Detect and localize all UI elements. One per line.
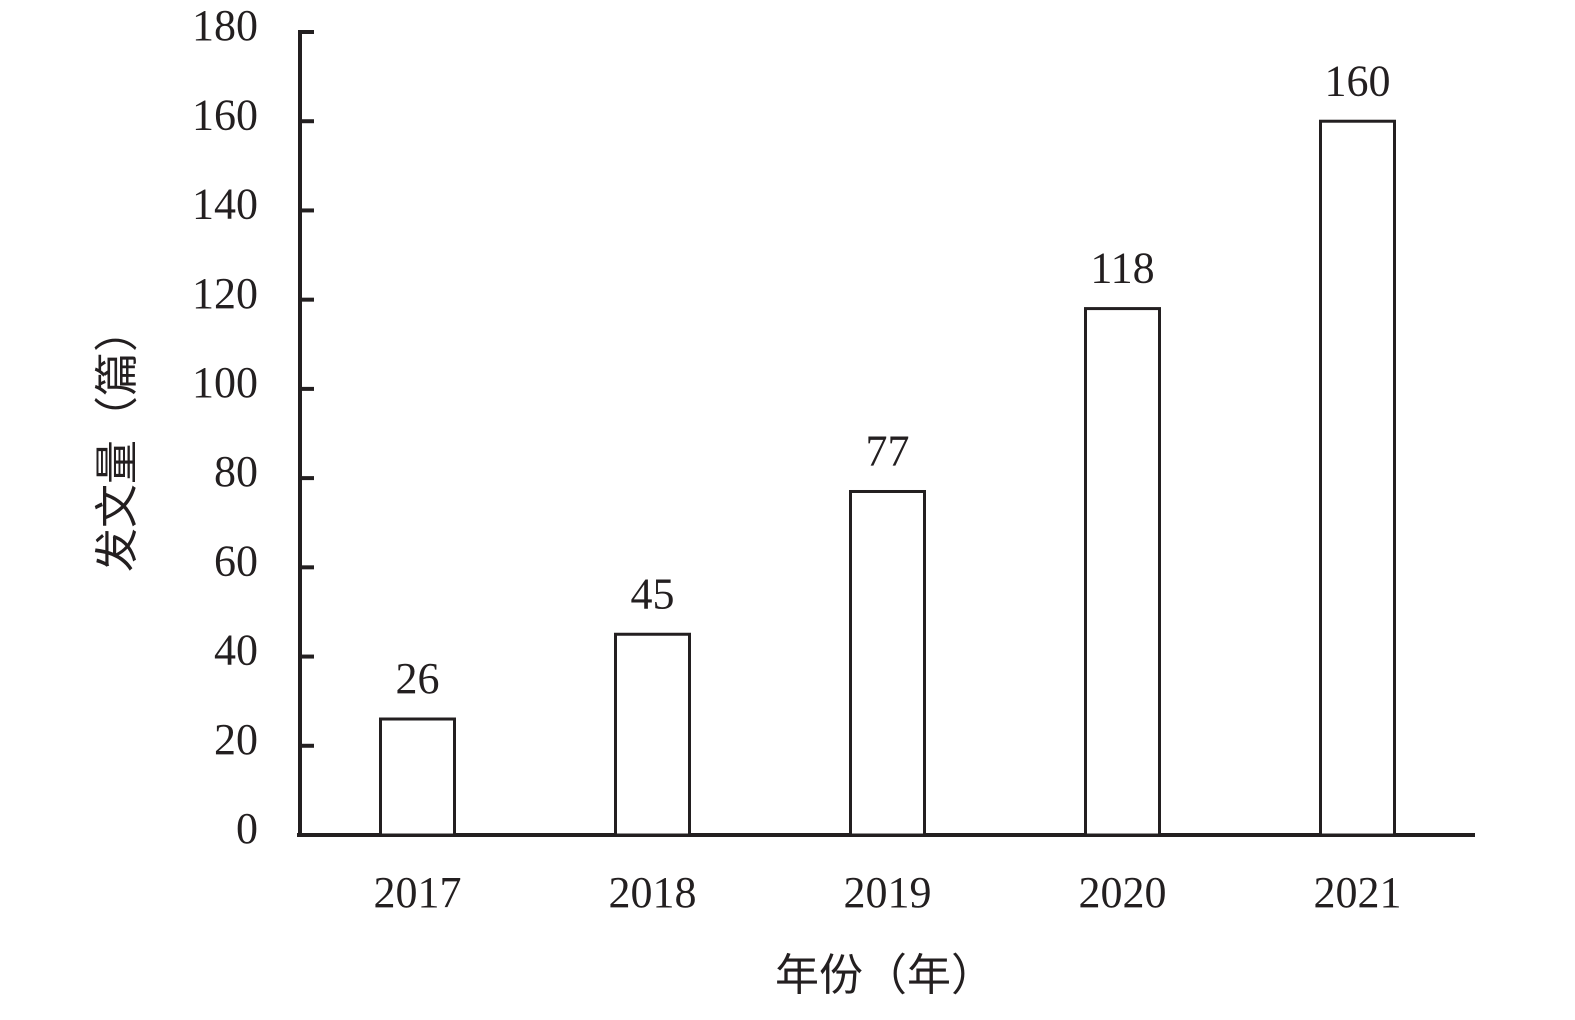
x-axis-title: 年份（年） bbox=[775, 951, 995, 1000]
y-axis-title: 发文量（篇） bbox=[93, 308, 142, 572]
y-tick-label: 60 bbox=[214, 536, 258, 585]
x-tick-label: 2021 bbox=[1314, 868, 1402, 917]
x-tick-label: 2020 bbox=[1079, 868, 1167, 917]
y-tick-label: 100 bbox=[192, 358, 258, 407]
bar bbox=[1084, 307, 1161, 837]
y-tick-label: 40 bbox=[214, 626, 258, 675]
value-label: 45 bbox=[631, 569, 675, 618]
value-label: 118 bbox=[1090, 244, 1154, 293]
bar bbox=[379, 717, 456, 837]
value-label: 160 bbox=[1325, 56, 1391, 105]
y-tick-label: 180 bbox=[192, 1, 258, 50]
y-tick-label: 140 bbox=[192, 180, 258, 229]
y-tick-label: 80 bbox=[214, 447, 258, 496]
y-tick-label: 0 bbox=[236, 804, 258, 853]
y-tick-label: 120 bbox=[192, 269, 258, 318]
value-label: 77 bbox=[866, 427, 910, 476]
x-tick-label: 2019 bbox=[844, 868, 932, 917]
bar bbox=[849, 489, 926, 837]
value-label: 26 bbox=[396, 654, 440, 703]
x-tick-label: 2018 bbox=[609, 868, 697, 917]
bar bbox=[1319, 119, 1396, 837]
x-tick-label: 2017 bbox=[374, 868, 462, 917]
bar bbox=[614, 632, 691, 837]
y-tick-label: 160 bbox=[192, 90, 258, 139]
y-tick-label: 20 bbox=[214, 715, 258, 764]
